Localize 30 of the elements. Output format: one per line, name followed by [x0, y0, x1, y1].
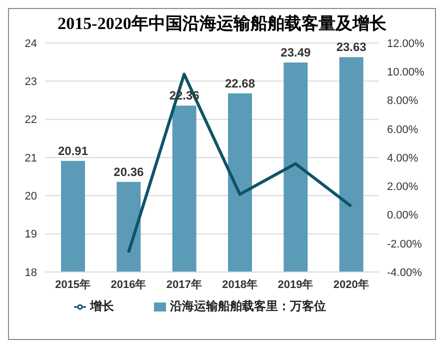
data-label: 22.68 [224, 76, 256, 90]
x-tick-label: 2019年 [278, 278, 314, 291]
y-tick-label: 23 [24, 76, 37, 88]
chart-title: 2015-2020年中国沿海运输船舶载客量及增长 [57, 13, 387, 35]
y2-tick-label: 6.00% [387, 124, 418, 136]
legend-label: 增长 [90, 299, 114, 313]
y2-tick-label: 0.00% [387, 210, 418, 222]
data-label: 23.63 [336, 40, 367, 54]
data-label: 20.91 [58, 144, 88, 158]
data-label: 20.36 [114, 164, 144, 179]
x-tick-label: 2020年 [333, 278, 369, 291]
y2-tick-label: 8.00% [387, 95, 418, 108]
data-label: 23.49 [280, 45, 312, 60]
y-tick-label: 21 [24, 152, 37, 164]
y-tick-label: 20 [24, 190, 37, 203]
y2-tick-label: 10.00% [387, 66, 425, 79]
legend-label: 沿海运输船舶载客里：万客位 [170, 299, 326, 313]
y-tick-label: 22 [24, 114, 37, 126]
x-tick-label: 2018年 [222, 278, 258, 291]
y-tick-label: 18 [24, 266, 37, 279]
x-tick-label: 2017年 [166, 278, 202, 291]
y2-tick-label: -2.00% [387, 238, 422, 250]
x-tick-label: 2015年 [55, 278, 91, 291]
y2-tick-label: -4.00% [387, 266, 422, 279]
y-tick-label: 19 [24, 228, 37, 241]
y2-tick-label: 2.00% [387, 181, 418, 194]
y2-tick-label: 4.00% [387, 152, 418, 164]
y2-tick-label: 12.00% [387, 38, 425, 50]
y-tick-label: 24 [24, 38, 37, 50]
x-tick-label: 2016年 [110, 278, 146, 291]
